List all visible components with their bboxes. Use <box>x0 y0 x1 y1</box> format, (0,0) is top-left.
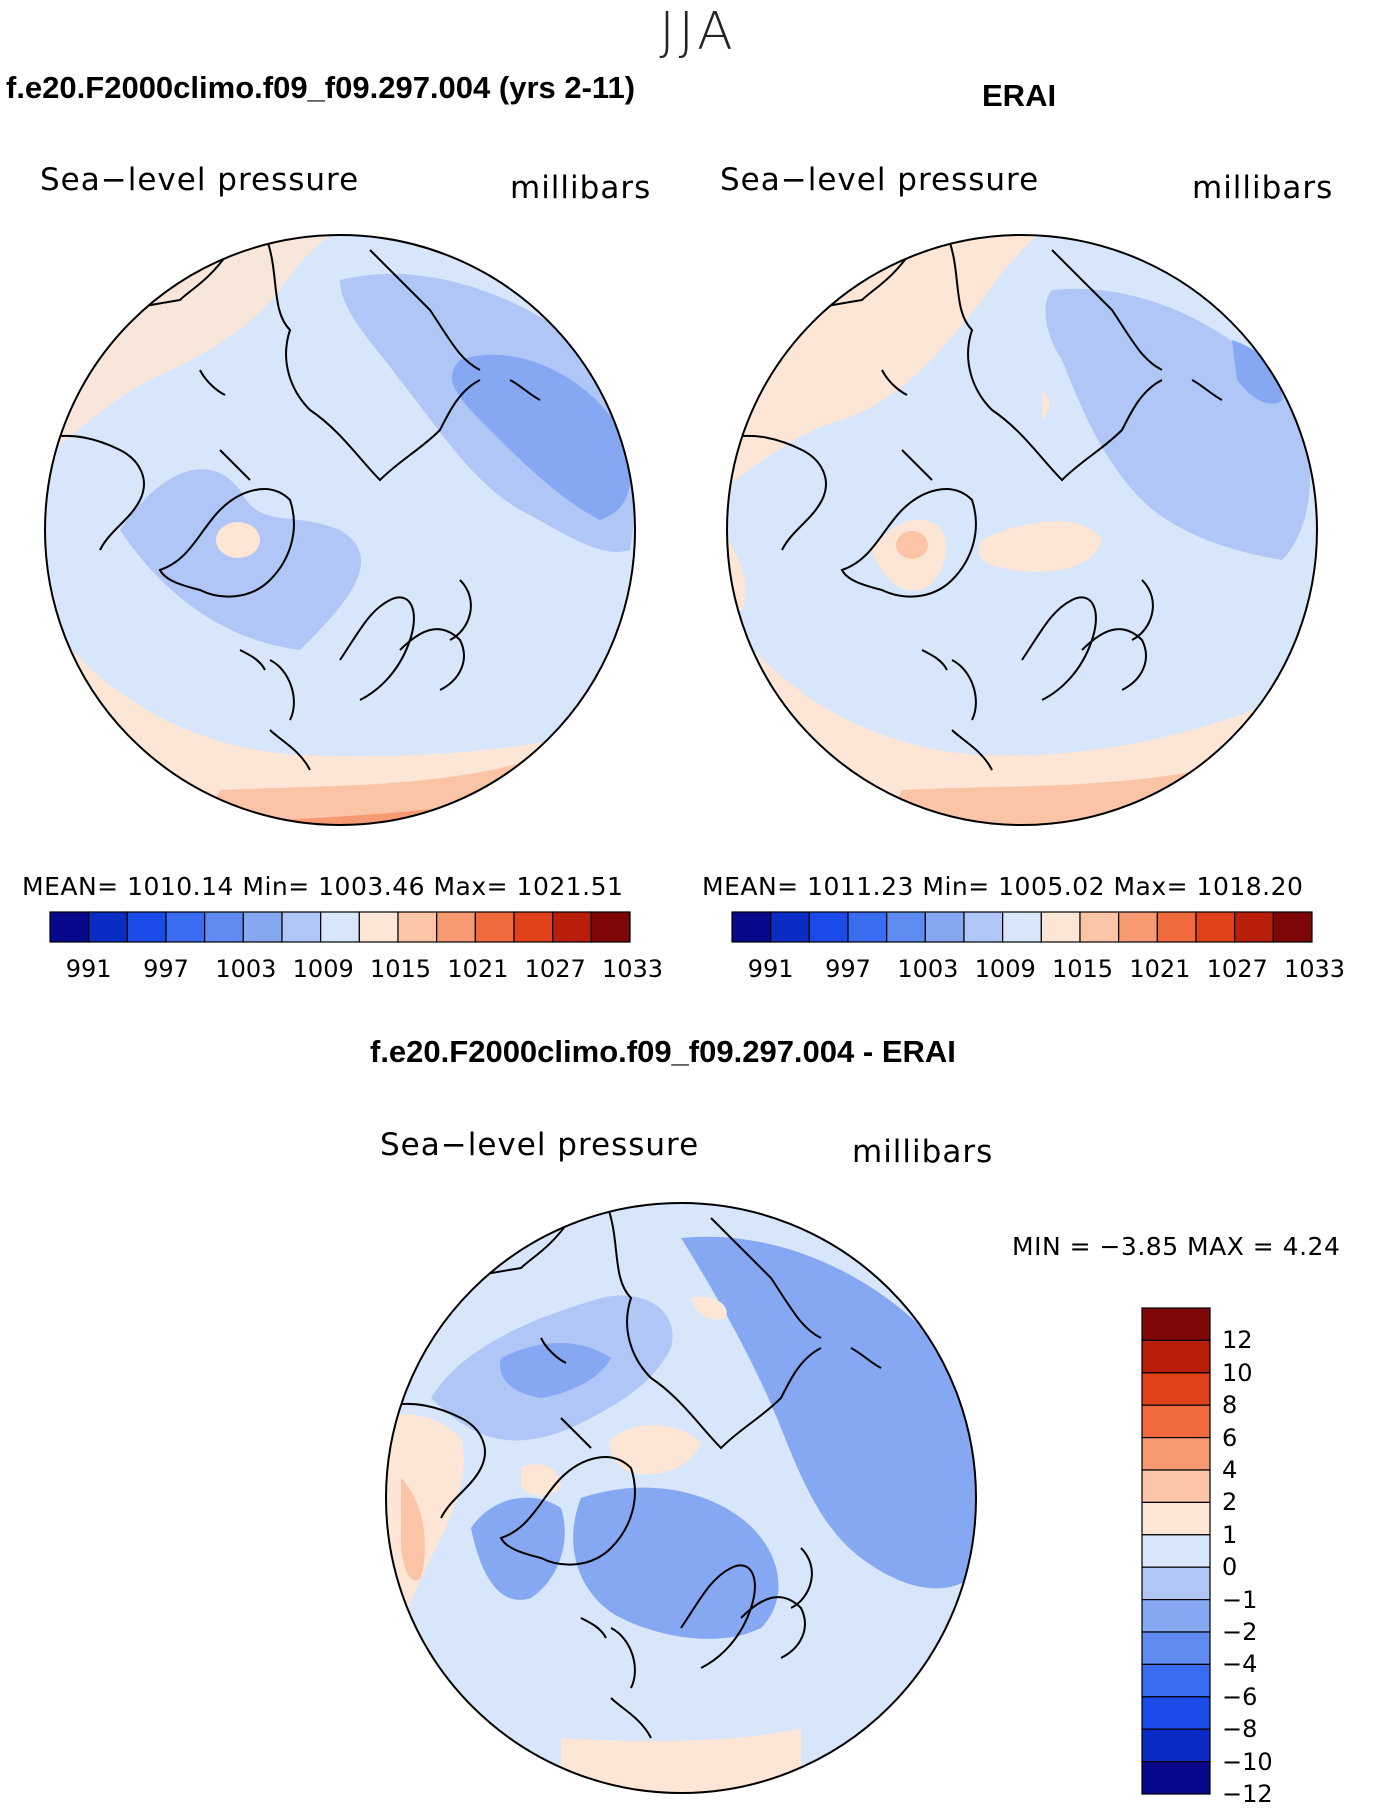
colorbar-swatch <box>242 911 283 943</box>
colorbar-tick-label: 4 <box>1222 1456 1238 1484</box>
colorbar-swatch <box>320 911 360 943</box>
colorbar-swatch <box>1141 1696 1211 1730</box>
colorbar-tick-label: 1027 <box>524 955 586 983</box>
colorbar-tick-label: 1033 <box>1284 955 1346 983</box>
colorbar-tick-label: −6 <box>1222 1682 1258 1711</box>
colorbar-swatch <box>88 911 128 943</box>
obs-units-label: millibars <box>1192 170 1334 206</box>
colorbar-tick-label: 1021 <box>1129 955 1191 983</box>
obs-panel-title: ERAI <box>982 78 1057 113</box>
colorbar-swatch <box>1141 1501 1211 1536</box>
colorbar-swatch <box>590 911 631 943</box>
model-polar-map <box>44 234 636 826</box>
colorbar-swatch <box>474 911 515 943</box>
colorbar-tick-label: 1027 <box>1206 955 1268 983</box>
colorbar-swatch <box>1141 1339 1211 1374</box>
colorbar-tick-label: −4 <box>1222 1650 1258 1679</box>
colorbar-tick-label: 2 <box>1222 1488 1238 1517</box>
model-stats: MEAN= 1010.14 Min= 1003.46 Max= 1021.51 <box>22 872 624 901</box>
colorbar-swatch <box>847 911 888 943</box>
colorbar-swatch <box>1156 911 1197 943</box>
diff-polar-map <box>385 1202 977 1794</box>
colorbar-swatch <box>436 911 476 943</box>
colorbar-tick-label: 991 <box>65 955 112 983</box>
colorbar-tick-label: −10 <box>1222 1747 1273 1776</box>
colorbar-tick-label: 997 <box>825 955 871 983</box>
diff-variable-label: Sea−level pressure <box>380 1127 700 1163</box>
model-colorbar <box>49 911 631 943</box>
colorbar-tick-label: 1003 <box>897 955 959 983</box>
colorbar-swatch <box>513 911 554 943</box>
colorbar-swatch <box>1141 1663 1211 1698</box>
colorbar-swatch <box>1141 1761 1211 1795</box>
colorbar-swatch <box>165 911 206 943</box>
model-panel-title: f.e20.F2000climo.f09_f09.297.004 (yrs 2-… <box>6 70 636 105</box>
colorbar-tick-label: 1009 <box>292 955 354 983</box>
colorbar-swatch <box>1234 911 1274 943</box>
colorbar-swatch <box>1141 1728 1211 1763</box>
colorbar-tick-label: 12 <box>1222 1326 1253 1355</box>
colorbar-swatch <box>886 911 926 943</box>
season-title: JJA <box>659 2 737 62</box>
colorbar-swatch <box>1141 1437 1211 1471</box>
colorbar-swatch <box>281 911 322 943</box>
colorbar-tick-label: 0 <box>1222 1553 1238 1582</box>
colorbar-swatch <box>731 911 772 943</box>
obs-colorbar-labels: 991 997 1003 1009 1015 1021 1027 1033 <box>732 955 1345 985</box>
colorbar-swatch <box>770 911 810 943</box>
colorbar-swatch <box>1195 911 1236 943</box>
colorbar-swatch <box>1141 1631 1211 1666</box>
colorbar-tick-label: 10 <box>1222 1358 1253 1387</box>
diff-panel-title: f.e20.F2000climo.f09_f09.297.004 - ERAI <box>370 1034 956 1069</box>
model-colorbar-labels: 991 997 1003 1009 1015 1021 1027 1033 <box>50 955 663 985</box>
colorbar-swatch <box>1141 1534 1211 1568</box>
model-units-label: millibars <box>510 170 652 206</box>
colorbar-tick-label: 1015 <box>1052 955 1114 983</box>
colorbar-swatch <box>1141 1307 1211 1342</box>
colorbar-tick-label: 997 <box>143 955 189 983</box>
colorbar-swatch <box>1118 911 1158 943</box>
colorbar-swatch <box>1079 911 1120 943</box>
colorbar-swatch <box>552 911 592 943</box>
colorbar-tick-label: −12 <box>1222 1780 1273 1808</box>
colorbar-swatch <box>1141 1404 1211 1439</box>
colorbar-swatch <box>1002 911 1042 943</box>
colorbar-swatch <box>126 911 167 943</box>
colorbar-tick-label: −1 <box>1222 1585 1258 1614</box>
colorbar-swatch <box>1141 1599 1211 1633</box>
colorbar-swatch <box>49 911 90 943</box>
colorbar-swatch <box>1141 1566 1211 1601</box>
colorbar-tick-label: 1033 <box>602 955 664 983</box>
diff-units-label: millibars <box>852 1134 994 1170</box>
obs-polar-map <box>726 234 1318 826</box>
colorbar-swatch <box>1272 911 1313 943</box>
obs-stats: MEAN= 1011.23 Min= 1005.02 Max= 1018.20 <box>702 872 1304 901</box>
diff-colorbar <box>1141 1307 1211 1795</box>
colorbar-tick-label: −8 <box>1222 1715 1258 1744</box>
colorbar-swatch <box>1040 911 1081 943</box>
colorbar-tick-label: 991 <box>747 955 794 983</box>
diff-colorbar-labels: 12 10 8 6 4 2 1 0 −1 −2 −4 −6 −8 −10 −12 <box>1222 1308 1322 1808</box>
colorbar-swatch <box>204 911 244 943</box>
obs-variable-label: Sea−level pressure <box>720 162 1040 198</box>
colorbar-tick-label: 6 <box>1222 1423 1238 1452</box>
colorbar-tick-label: 8 <box>1222 1391 1238 1420</box>
colorbar-tick-label: −2 <box>1222 1618 1258 1646</box>
colorbar-tick-label: 1009 <box>974 955 1036 983</box>
colorbar-swatch <box>397 911 438 943</box>
colorbar-tick-label: 1015 <box>370 955 432 983</box>
colorbar-tick-label: 1 <box>1222 1520 1238 1549</box>
colorbar-swatch <box>1141 1469 1211 1504</box>
colorbar-swatch <box>963 911 1004 943</box>
colorbar-swatch <box>808 911 849 943</box>
colorbar-tick-label: 1021 <box>447 955 509 983</box>
colorbar-swatch <box>924 911 965 943</box>
diff-minmax: MIN = −3.85 MAX = 4.24 <box>1012 1232 1341 1261</box>
obs-colorbar <box>731 911 1313 943</box>
model-variable-label: Sea−level pressure <box>40 162 360 198</box>
colorbar-swatch <box>358 911 399 943</box>
colorbar-tick-label: 1003 <box>215 955 277 983</box>
colorbar-swatch <box>1141 1372 1211 1406</box>
